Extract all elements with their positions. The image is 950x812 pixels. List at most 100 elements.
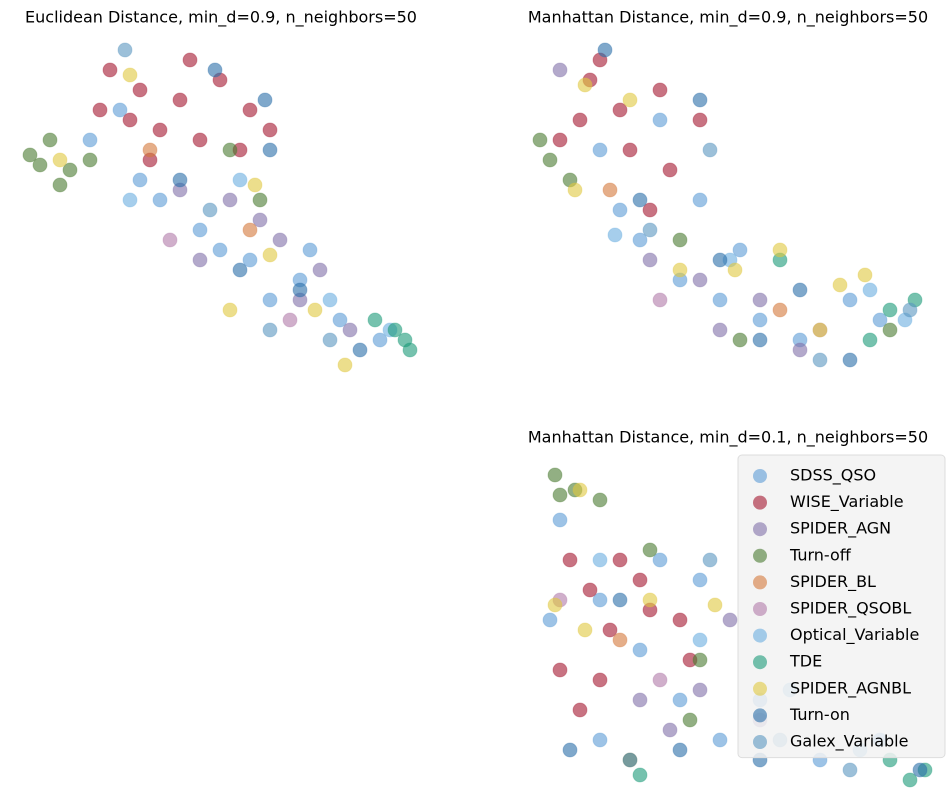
point xyxy=(592,552,608,568)
point xyxy=(602,622,618,638)
point xyxy=(862,332,878,348)
point xyxy=(612,592,628,608)
point xyxy=(662,722,678,738)
point xyxy=(372,332,388,348)
point xyxy=(572,112,588,128)
point xyxy=(262,142,278,158)
point xyxy=(712,292,728,308)
point xyxy=(162,232,178,248)
point xyxy=(547,597,563,613)
point xyxy=(592,492,608,508)
point xyxy=(692,652,708,668)
point xyxy=(342,322,358,338)
point xyxy=(772,242,788,258)
point xyxy=(632,192,648,208)
point xyxy=(242,252,258,268)
point xyxy=(172,92,188,108)
point xyxy=(232,172,248,188)
point xyxy=(552,132,568,148)
point xyxy=(302,242,318,258)
chart-title: Manhattan Distance, min_d=0.1, n_neighbo… xyxy=(528,428,928,448)
point xyxy=(112,102,128,118)
point xyxy=(367,312,383,328)
point xyxy=(672,692,688,708)
point xyxy=(582,582,598,598)
point xyxy=(542,152,558,168)
point xyxy=(622,142,638,158)
point xyxy=(612,102,628,118)
point xyxy=(752,312,768,328)
point xyxy=(882,302,898,318)
point xyxy=(122,67,138,83)
point xyxy=(547,467,563,483)
legend-marker xyxy=(753,495,767,510)
point xyxy=(592,142,608,158)
point xyxy=(32,157,48,173)
point xyxy=(262,122,278,138)
point xyxy=(652,82,668,98)
point xyxy=(652,292,668,308)
point xyxy=(597,42,613,58)
point xyxy=(632,572,648,588)
legend-label: SPIDER_AGN xyxy=(790,519,891,539)
point xyxy=(692,192,708,208)
point xyxy=(312,262,328,278)
point xyxy=(117,42,133,58)
point xyxy=(672,232,688,248)
point xyxy=(602,182,618,198)
point xyxy=(242,102,258,118)
point xyxy=(692,632,708,648)
legend-box xyxy=(737,454,946,759)
point xyxy=(222,192,238,208)
point xyxy=(812,322,828,338)
point xyxy=(622,92,638,108)
point xyxy=(152,122,168,138)
point xyxy=(102,62,118,78)
point xyxy=(642,222,658,238)
point xyxy=(42,132,58,148)
point xyxy=(152,192,168,208)
point xyxy=(242,222,258,238)
legend-marker xyxy=(753,681,767,696)
legend-label: WISE_Variable xyxy=(790,492,904,512)
point xyxy=(692,682,708,698)
point xyxy=(212,242,228,258)
point xyxy=(652,112,668,128)
point xyxy=(792,282,808,298)
point xyxy=(607,227,623,243)
point xyxy=(732,242,748,258)
point xyxy=(52,177,68,193)
plot-area xyxy=(532,42,923,368)
point xyxy=(262,292,278,308)
point xyxy=(262,322,278,338)
point xyxy=(142,142,158,158)
point xyxy=(872,312,888,328)
point xyxy=(332,312,348,328)
point xyxy=(232,262,248,278)
point xyxy=(842,352,858,368)
point xyxy=(252,192,268,208)
point xyxy=(752,332,768,348)
point xyxy=(62,162,78,178)
point xyxy=(192,252,208,268)
point xyxy=(192,132,208,148)
point xyxy=(122,192,138,208)
point xyxy=(562,742,578,758)
legend-label: Optical_Variable xyxy=(790,625,919,645)
point xyxy=(842,292,858,308)
legend-label: SPIDER_QSOBL xyxy=(790,599,911,619)
point xyxy=(52,152,68,168)
point xyxy=(902,772,918,788)
chart-title: Manhattan Distance, min_d=0.9, n_neighbo… xyxy=(528,8,928,28)
point xyxy=(727,262,743,278)
point xyxy=(82,152,98,168)
point xyxy=(542,612,558,628)
point xyxy=(22,147,38,163)
point xyxy=(532,132,548,148)
legend-marker xyxy=(753,469,767,483)
point xyxy=(662,162,678,178)
point xyxy=(912,762,928,778)
point xyxy=(577,77,593,93)
point xyxy=(732,332,748,348)
point xyxy=(632,642,648,658)
